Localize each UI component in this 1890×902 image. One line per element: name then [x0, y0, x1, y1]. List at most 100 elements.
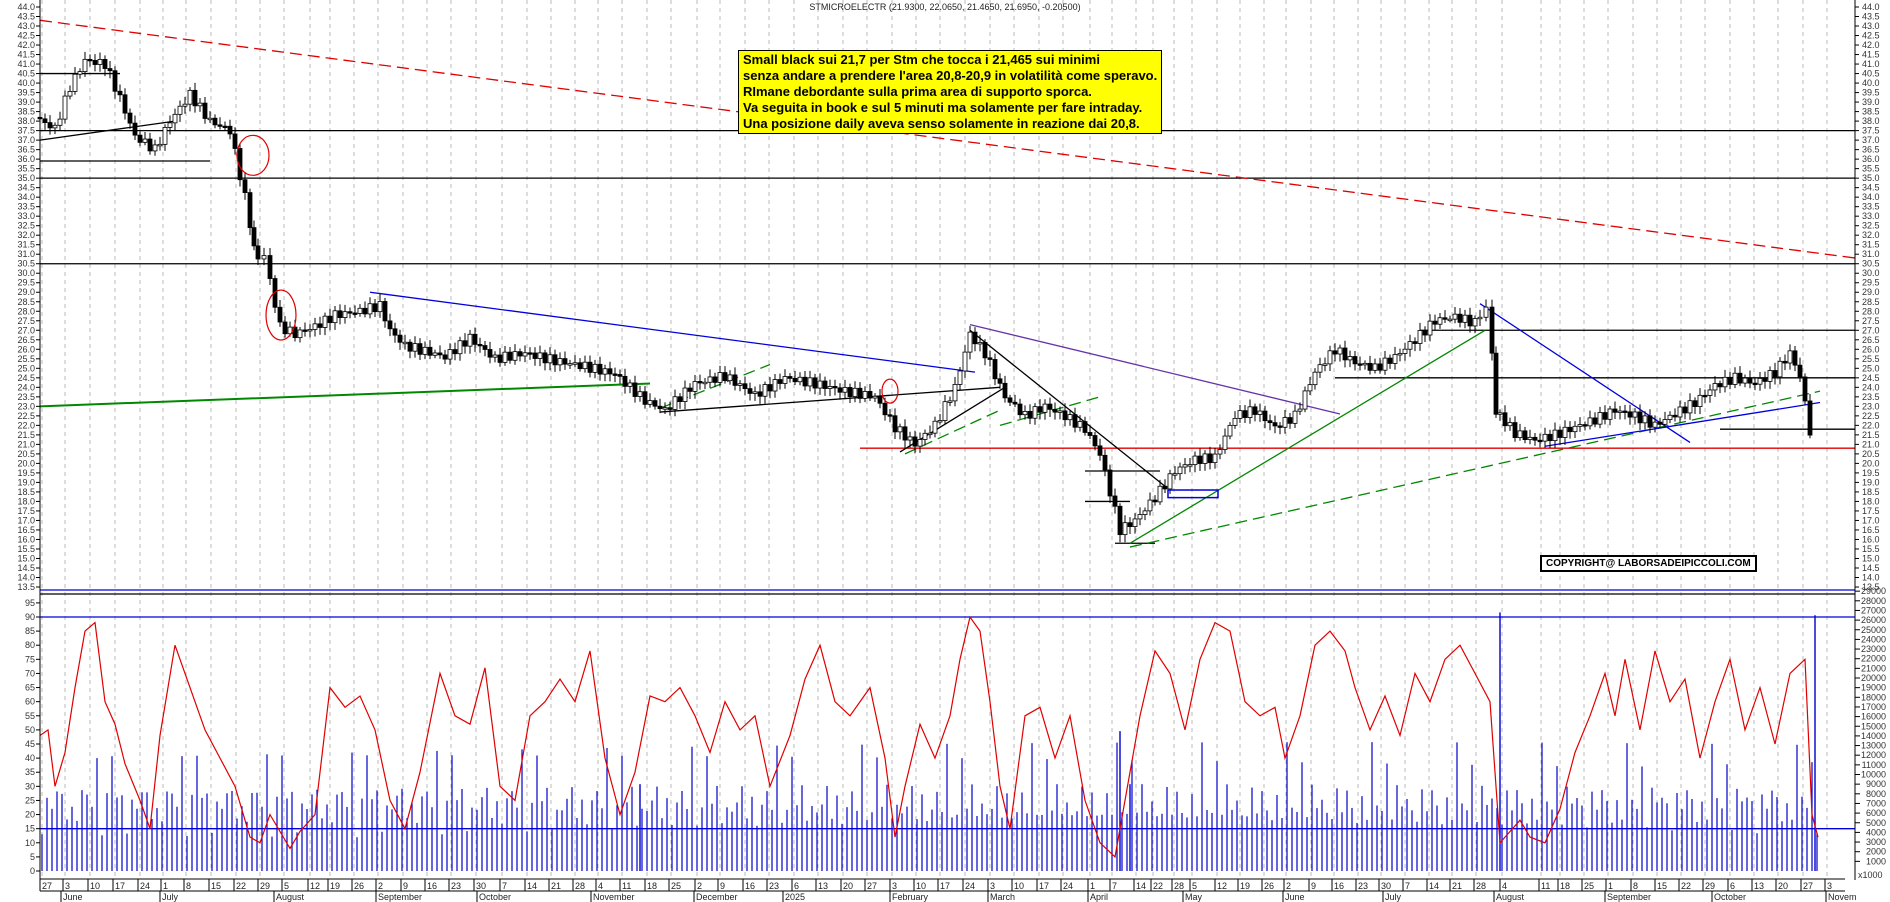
candle-bullish	[1462, 314, 1468, 323]
candle-bearish	[612, 373, 618, 376]
candle-bearish	[1502, 412, 1508, 427]
candle-bearish	[1267, 420, 1273, 424]
candle-bullish	[1237, 410, 1243, 419]
candle-bullish	[1147, 499, 1153, 512]
candle-bullish	[1632, 411, 1638, 418]
candle-bullish	[1297, 408, 1303, 412]
candle-bearish	[642, 391, 648, 405]
volume-tick-label: 16000	[1861, 712, 1886, 722]
month-label: October	[1714, 892, 1746, 902]
candle-bearish	[255, 245, 261, 260]
candle-bearish	[1072, 414, 1078, 428]
candle-bearish	[1197, 455, 1203, 464]
price-tick-label: 27.0	[17, 325, 35, 335]
candle-bullish	[1312, 371, 1318, 386]
candle-bearish	[1807, 400, 1813, 436]
day-label: 11	[1541, 881, 1550, 891]
candle-bullish	[1417, 330, 1423, 344]
candle-bearish	[1672, 414, 1678, 418]
price-tick-label: 37.0	[17, 135, 35, 145]
candle-bullish	[1187, 464, 1193, 467]
price-tick-label: 21.0	[1862, 439, 1880, 449]
oscillator-line	[39, 615, 1855, 859]
annotation-line: Una posizione daily aveva senso solament…	[743, 116, 1140, 131]
day-label: 9	[1311, 881, 1316, 891]
candle-bullish	[977, 342, 983, 345]
candle-bearish	[222, 125, 228, 129]
candle-bullish	[1712, 383, 1718, 391]
volume-tick-label: 19000	[1861, 683, 1886, 693]
candle-bearish	[1727, 376, 1733, 385]
price-tick-label: 30.0	[17, 268, 35, 278]
candle-bullish	[1757, 378, 1763, 385]
candle-bearish	[837, 387, 843, 393]
price-tick-label: 43.0	[17, 21, 35, 31]
candle-bearish	[1342, 347, 1348, 361]
price-tick-label: 26.5	[17, 335, 35, 345]
day-label: 12	[310, 881, 320, 891]
candle-bearish	[1489, 306, 1495, 354]
price-tick-label: 38.5	[17, 107, 35, 117]
price-tick-label: 22.5	[17, 411, 35, 421]
candle-bearish	[92, 60, 98, 65]
price-tick-label: 19.0	[17, 477, 35, 487]
candle-bullish	[727, 374, 733, 382]
day-label: 17	[115, 881, 125, 891]
candle-bearish	[1037, 406, 1043, 413]
day-label: 13	[818, 881, 828, 891]
candle-bullish	[322, 315, 328, 328]
price-tick-label: 39.0	[17, 97, 35, 107]
candle-bearish	[452, 349, 458, 355]
trendline-green-uptrend	[1129, 329, 1486, 544]
candle-bullish	[457, 340, 463, 355]
price-tick-label: 25.0	[1862, 363, 1880, 373]
price-tick-label: 20.5	[1862, 449, 1880, 459]
candle-bullish	[1542, 433, 1548, 442]
candle-bullish	[52, 124, 58, 129]
trendline-purple-resistance	[969, 323, 1341, 415]
candle-bullish	[1247, 406, 1253, 418]
price-tick-label: 18.5	[1862, 487, 1880, 497]
volume-tick-label: 29000	[1861, 586, 1886, 596]
candle-bearish	[497, 354, 503, 363]
day-label: 21	[1452, 881, 1462, 891]
price-tick-label: 17.5	[1862, 506, 1880, 516]
volume-tick-label: 20000	[1861, 673, 1886, 683]
price-tick-label: 43.5	[1862, 12, 1880, 22]
candle-bullish	[357, 307, 363, 314]
candle-bearish	[757, 391, 763, 397]
candle-bearish	[137, 134, 143, 143]
candle-bearish	[251, 227, 257, 247]
price-tick-label: 44.0	[17, 2, 35, 12]
day-label: 8	[186, 881, 191, 891]
price-tick-label: 42.5	[1862, 31, 1880, 41]
price-tick-label: 23.5	[1862, 392, 1880, 402]
candle-bullish	[1427, 320, 1433, 336]
candle-bearish	[472, 333, 478, 345]
candle-bullish	[1437, 317, 1443, 325]
price-tick-label: 20.0	[1862, 458, 1880, 468]
day-label: 27	[1803, 881, 1813, 891]
oscillator-tick-label: 50	[25, 725, 35, 735]
price-tick-label: 20.0	[17, 458, 35, 468]
candle-bearish	[242, 179, 248, 193]
candle-bearish	[1432, 320, 1438, 325]
highlight-ellipse	[236, 134, 270, 176]
price-tick-label: 37.0	[1862, 135, 1880, 145]
candle-bearish	[1002, 382, 1008, 399]
candle-bearish	[1422, 330, 1428, 336]
candle-bearish	[387, 320, 393, 330]
price-tick-label: 18.5	[17, 487, 35, 497]
price-tick-label: 27.0	[1862, 325, 1880, 335]
price-tick-label: 37.5	[1862, 126, 1880, 136]
date-axis: 27 3 10 17 24 1 8 15 22 29 5 12 19 26 2 9 16 23 30 7 14 21 28 4…	[39, 878, 1857, 902]
price-tick-label: 43.5	[17, 12, 35, 22]
candle-bearish	[1537, 439, 1543, 443]
annotation-line: senza andare a prendere l'area 20,8-20,9…	[743, 68, 1158, 83]
candle-bullish	[872, 395, 878, 399]
price-tick-label: 18.0	[1862, 496, 1880, 506]
candle-bearish	[232, 133, 238, 149]
price-tick-label: 22.5	[1862, 411, 1880, 421]
candle-bearish	[1127, 522, 1133, 528]
candle-bearish	[87, 58, 93, 62]
